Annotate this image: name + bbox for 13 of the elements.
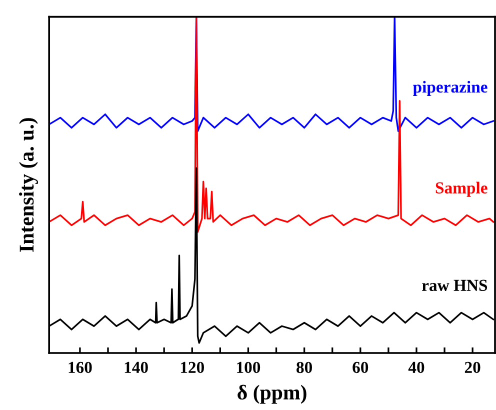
x-tick-label: 120 [180,362,204,374]
x-tick-label: 100 [237,362,260,374]
x-tick-label: 40 [408,362,424,374]
y-axis-title: Intensity (a. u.) [19,118,38,252]
x-tick-label: 60 [352,362,368,374]
x-axis-title: δ (ppm) [238,384,306,404]
x-tick-label: 80 [296,362,312,374]
x-tick-label: 140 [124,362,148,374]
series-label: piperazine [412,80,488,96]
x-tick-label: 20 [464,362,480,374]
series-label: Sample [436,182,488,197]
x-tick-label: 160 [68,362,92,374]
series-label: raw HNS [422,280,488,292]
